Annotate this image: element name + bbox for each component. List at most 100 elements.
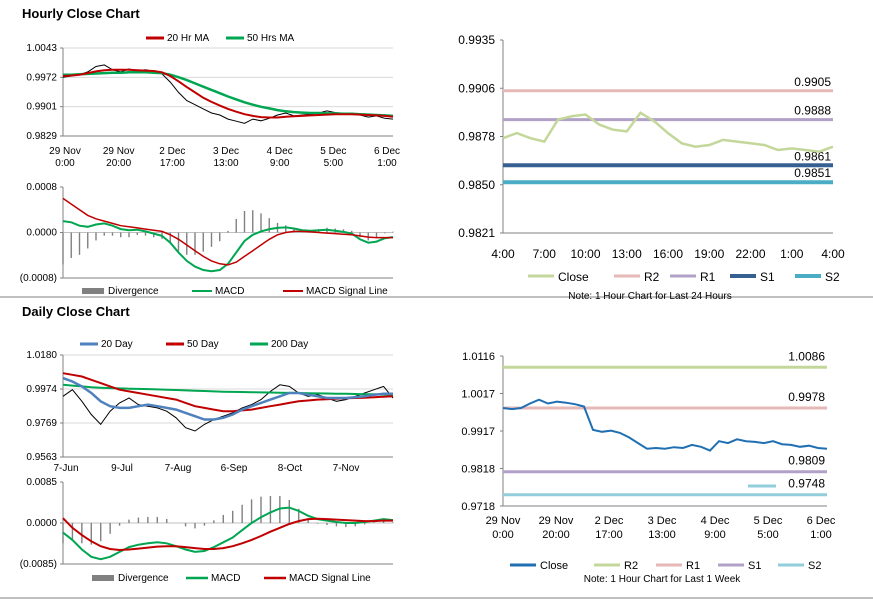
- h24-xtick-label: 1:00: [780, 247, 804, 261]
- week-ytick-label: 1.0017: [461, 389, 495, 401]
- week-level-r2-label: 1.0086: [788, 349, 825, 363]
- daily-20day-series: [62, 376, 393, 421]
- h24-legend-label: R2: [644, 270, 660, 284]
- week-legend-label: R1: [686, 560, 700, 572]
- daily-price-ytick-label: 0.9563: [26, 452, 57, 463]
- week-xtick-time: 20:00: [542, 529, 570, 541]
- h24-note: Note: 1 Hour Chart for Last 24 Hours: [568, 291, 731, 302]
- week-xtick-date: 29 Nov: [486, 515, 521, 527]
- hourly-price-xtick-time: 0:00: [55, 158, 75, 169]
- h24-xtick-label: 10:00: [570, 247, 600, 261]
- hourly-price-xtick-date: 29 Nov: [49, 146, 81, 157]
- h24-legend-label: S1: [760, 270, 775, 284]
- week-legend-label: S2: [808, 560, 821, 572]
- daily-200day-legend-label: 200 Day: [271, 339, 308, 350]
- week-level-r1-label: 0.9978: [788, 390, 825, 404]
- hourly-price-xtick-date: 6 Dec: [374, 146, 400, 157]
- hourly-ma20-series: [62, 68, 394, 119]
- hourly-price-ytick-label: 1.0043: [26, 43, 57, 54]
- h24-ytick-label: 0.9850: [458, 178, 495, 192]
- h24-ytick-label: 0.9935: [458, 33, 495, 47]
- daily-price-ytick-label: 1.0180: [26, 350, 57, 361]
- hourly-price-xtick-date: 2 Dec: [159, 146, 185, 157]
- week-xtick-time: 17:00: [595, 529, 623, 541]
- h24-ytick-label: 0.9906: [458, 81, 495, 95]
- hourly-price-xtick-date: 5 Dec: [320, 146, 346, 157]
- week-xtick-time: 9:00: [704, 529, 725, 541]
- daily-price-xtick-label: 8-Oct: [278, 463, 303, 474]
- week-close-series: [502, 398, 828, 452]
- daily-macd-legend-label: MACD: [211, 573, 240, 584]
- hourly-macd-ytick-label: (0.0008): [20, 273, 57, 284]
- daily-20day-legend-label: 20 Day: [101, 339, 133, 350]
- hourly-price-xtick-date: 3 Dec: [213, 146, 239, 157]
- daily-price-ytick-label: 0.9769: [26, 418, 57, 429]
- daily-signal-series: [62, 517, 393, 552]
- week-ytick-label: 1.0116: [462, 351, 495, 363]
- h24-level-r2-label: 0.9905: [794, 75, 831, 89]
- hourly-divergence-legend-label: Divergence: [108, 286, 159, 297]
- daily-price-xtick-label: 7-Jun: [53, 463, 78, 474]
- h24-legend-label: S2: [825, 270, 840, 284]
- hourly-price-xtick-time: 17:00: [160, 158, 185, 169]
- h24-xtick-label: 16:00: [653, 247, 683, 261]
- week-note: Note: 1 Hour Chart for Last 1 Week: [584, 574, 742, 585]
- daily-section-title: Daily Close Chart: [22, 304, 130, 319]
- week-ytick-label: 0.9917: [461, 426, 495, 438]
- h24-legend-label: Close: [558, 270, 589, 284]
- daily-50day-legend-label: 50 Day: [187, 339, 219, 350]
- week-level-s1-label: 0.9809: [788, 454, 825, 468]
- h24-legend-label: R1: [700, 270, 716, 284]
- week-xtick-time: 13:00: [648, 529, 676, 541]
- hourly-macd-series: [62, 220, 394, 273]
- daily-price-xtick-label: 7-Nov: [333, 463, 360, 474]
- hourly-price-ytick-label: 0.9972: [26, 72, 57, 83]
- hourly-section-title: Hourly Close Chart: [22, 6, 140, 21]
- week-xtick-time: 0:00: [492, 529, 513, 541]
- daily-macd-series: [62, 506, 394, 561]
- week-xtick-time: 1:00: [810, 529, 831, 541]
- hourly-signal-series: [62, 197, 393, 266]
- daily-price-ytick-label: 0.9974: [26, 384, 57, 395]
- hourly-ma50-legend-label: 50 Hrs MA: [247, 33, 295, 44]
- h24-ytick-label: 0.9821: [458, 226, 495, 240]
- hourly-price-xtick-time: 9:00: [270, 158, 290, 169]
- h24-level-s2-label: 0.9851: [794, 166, 831, 180]
- hourly-price-xtick-time: 13:00: [213, 158, 238, 169]
- week-ytick-label: 0.9718: [461, 501, 495, 513]
- hourly-signal-legend-label: MACD Signal Line: [306, 286, 388, 297]
- daily-close-series: [62, 384, 394, 432]
- hourly-price-xtick-date: 4 Dec: [267, 146, 293, 157]
- h24-ytick-label: 0.9878: [458, 130, 495, 144]
- hourly-macd-legend-label: MACD: [215, 286, 244, 297]
- week-xtick-date: 29 Nov: [539, 515, 574, 527]
- daily-signal-legend-label: MACD Signal Line: [289, 573, 371, 584]
- hourly-macd-ytick-label: 0.0008: [26, 182, 57, 193]
- daily-macd-ytick-label: (0.0085): [20, 559, 57, 570]
- hourly-price-ytick-label: 0.9829: [26, 131, 57, 142]
- h24-level-s1-label: 0.9861: [794, 149, 831, 163]
- hourly-price-ytick-label: 0.9901: [26, 102, 57, 113]
- week-legend-label: Close: [540, 560, 568, 572]
- h24-xtick-label: 4:00: [491, 247, 515, 261]
- h24-xtick-label: 13:00: [612, 247, 642, 261]
- week-xtick-date: 5 Dec: [754, 515, 783, 527]
- hourly-price-xtick-time: 20:00: [106, 158, 131, 169]
- hourly-ma20-legend-label: 20 Hr MA: [167, 33, 210, 44]
- week-ytick-label: 0.9818: [461, 464, 495, 476]
- daily-macd-ytick-label: 0.0085: [26, 477, 57, 488]
- hourly-price-xtick-time: 5:00: [324, 158, 344, 169]
- hourly-price-xtick-date: 29 Nov: [103, 146, 135, 157]
- daily-divergence-legend-swatch: [92, 575, 114, 581]
- hourly-price-xtick-time: 1:00: [377, 158, 397, 169]
- h24-level-r1-label: 0.9888: [794, 104, 831, 118]
- daily-macd-ytick-label: 0.0000: [26, 518, 57, 529]
- daily-price-xtick-label: 6-Sep: [221, 463, 248, 474]
- h24-xtick-label: 19:00: [694, 247, 724, 261]
- h24-xtick-label: 7:00: [533, 247, 557, 261]
- week-xtick-date: 2 Dec: [595, 515, 624, 527]
- h24-xtick-label: 22:00: [735, 247, 765, 261]
- daily-price-xtick-label: 7-Aug: [165, 463, 192, 474]
- week-xtick-time: 5:00: [757, 529, 778, 541]
- week-legend-label: S1: [748, 560, 761, 572]
